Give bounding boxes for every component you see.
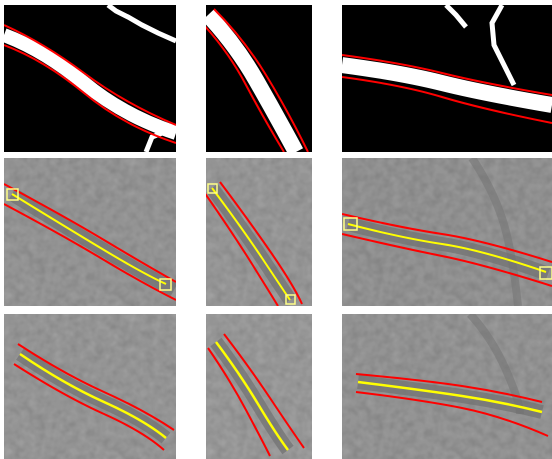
endpoint-box-end — [539, 266, 552, 280]
endpoint-box-start — [6, 188, 19, 201]
endpoint-box-start — [207, 183, 218, 194]
centerline-panel-3 — [342, 314, 552, 459]
endpoint-box-end — [159, 278, 172, 291]
detection-panel-1 — [4, 158, 176, 306]
detection-panel-3 — [342, 158, 552, 306]
centerline-panel-2 — [206, 314, 312, 459]
endpoint-box-start — [343, 217, 358, 231]
centerline-panel-1 — [4, 314, 176, 459]
detection-panel-2 — [206, 158, 312, 306]
mask-panel-3 — [342, 5, 552, 152]
mask-panel-1 — [4, 5, 176, 152]
endpoint-box-end — [285, 294, 296, 305]
mask-panel-2 — [206, 5, 312, 152]
